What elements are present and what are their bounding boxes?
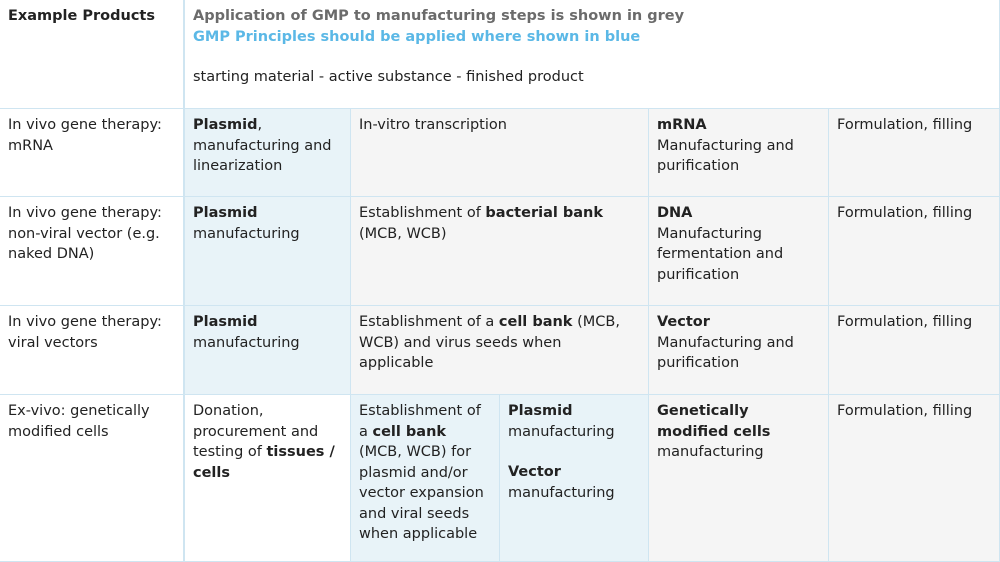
legend-grey: Application of GMP to manufacturing step… xyxy=(193,8,685,24)
product-cell: In vivo gene therapy: non-viral vector (… xyxy=(0,197,184,306)
step-text: , manufacturing and linearization xyxy=(193,117,332,174)
step-cell-blue: Plasmid manufacturing xyxy=(184,306,351,395)
step-term: Vector xyxy=(657,314,710,330)
header-legend: Application of GMP to manufacturing step… xyxy=(184,0,1000,109)
step-cell-blue: Plasmid manufacturing Vector manufacturing xyxy=(500,395,649,562)
step-text: Establishment of a xyxy=(359,314,499,330)
step-text: Formulation, filling xyxy=(837,314,973,330)
step-text: Manufacturing and purification xyxy=(657,334,794,372)
step-cell-grey: Formulation, filling xyxy=(829,109,1000,197)
step-term: Plasmid xyxy=(193,205,258,221)
step-cell-grey: Genetically modified cells manufacturing xyxy=(649,395,829,562)
step-cell-blue: Establishment of a cell bank (MCB, WCB) … xyxy=(351,395,500,562)
step-text: Manufacturing and purification xyxy=(657,137,794,175)
product-cell: In vivo gene therapy: viral vectors xyxy=(0,306,184,395)
step-text: (MCB, WCB) and virus seeds when applicab… xyxy=(359,314,620,371)
step-text: (MCB, WCB) for plasmid and/or vector exp… xyxy=(359,444,484,542)
step-cell-white: Donation, procurement and testing of tis… xyxy=(184,395,351,562)
step-text: manufacturing xyxy=(508,484,615,501)
step-term: Plasmid xyxy=(508,403,573,419)
product-name: In vivo gene therapy: viral vectors xyxy=(8,314,162,351)
step-text: Establishment of a xyxy=(359,403,481,440)
step-text: manufacturing xyxy=(508,423,615,440)
step-cell-blue: Plasmid manufacturing xyxy=(184,197,351,306)
product-cell: Ex-vivo: genetically modified cells xyxy=(0,395,184,562)
product-name: In vivo gene therapy: non-viral vector (… xyxy=(8,205,162,262)
step-text: Establishment of xyxy=(359,205,486,221)
step-text: manufacturing xyxy=(657,444,764,460)
step-term: bacterial bank xyxy=(485,205,604,221)
step-cell-grey: Formulation, filling xyxy=(829,395,1000,562)
step-cell-grey: Formulation, filling xyxy=(829,197,1000,306)
step-term: Plasmid xyxy=(193,117,258,133)
step-text: Formulation, filling xyxy=(837,403,973,419)
product-name: Ex-vivo: genetically modified cells xyxy=(8,403,150,440)
product-cell: In vivo gene therapy: mRNA xyxy=(0,109,184,197)
step-cell-grey: In-vitro transcription xyxy=(351,109,649,197)
step-cell-grey: Formulation, filling xyxy=(829,306,1000,395)
step-cell-grey: DNA Manufacturing fermentation and purifi… xyxy=(649,197,829,306)
step-term: cell bank xyxy=(372,423,447,440)
header-label: Example Products xyxy=(8,8,155,24)
step-cell-blue: Plasmid, manufacturing and linearization xyxy=(184,109,351,197)
step-text: In-vitro transcription xyxy=(359,117,507,133)
step-term: Genetically modified cells xyxy=(657,403,771,440)
step-term: DNA xyxy=(657,205,693,221)
step-cell-grey: Vector Manufacturing and purification xyxy=(649,306,829,395)
step-text: Manufacturing fermentation and purificat… xyxy=(657,225,784,283)
step-cell-grey: Establishment of bacterial bank (MCB, WC… xyxy=(351,197,649,306)
step-term: tissues / cells xyxy=(193,444,335,481)
step-term: cell bank xyxy=(498,314,573,330)
step-cell-grey: Establishment of a cell bank (MCB, WCB) … xyxy=(351,306,649,395)
step-text: manufacturing xyxy=(193,334,300,351)
header-example-products: Example Products xyxy=(0,0,184,109)
product-name: In vivo gene therapy: mRNA xyxy=(8,117,162,154)
step-text: (MCB, WCB) xyxy=(359,225,447,242)
legend-blue: GMP Principles should be applied where s… xyxy=(193,28,641,45)
step-text: Donation, procurement and testing of xyxy=(193,403,319,460)
step-term: mRNA xyxy=(657,117,707,133)
legend-steps: starting material - active substance - f… xyxy=(193,69,584,85)
step-text: Formulation, filling xyxy=(837,117,973,133)
step-term: Vector xyxy=(508,464,561,480)
step-text: manufacturing xyxy=(193,225,300,242)
step-cell-grey: mRNA Manufacturing and purification xyxy=(649,109,829,197)
step-term: Plasmid xyxy=(193,314,258,330)
step-text: Formulation, filling xyxy=(837,205,973,221)
